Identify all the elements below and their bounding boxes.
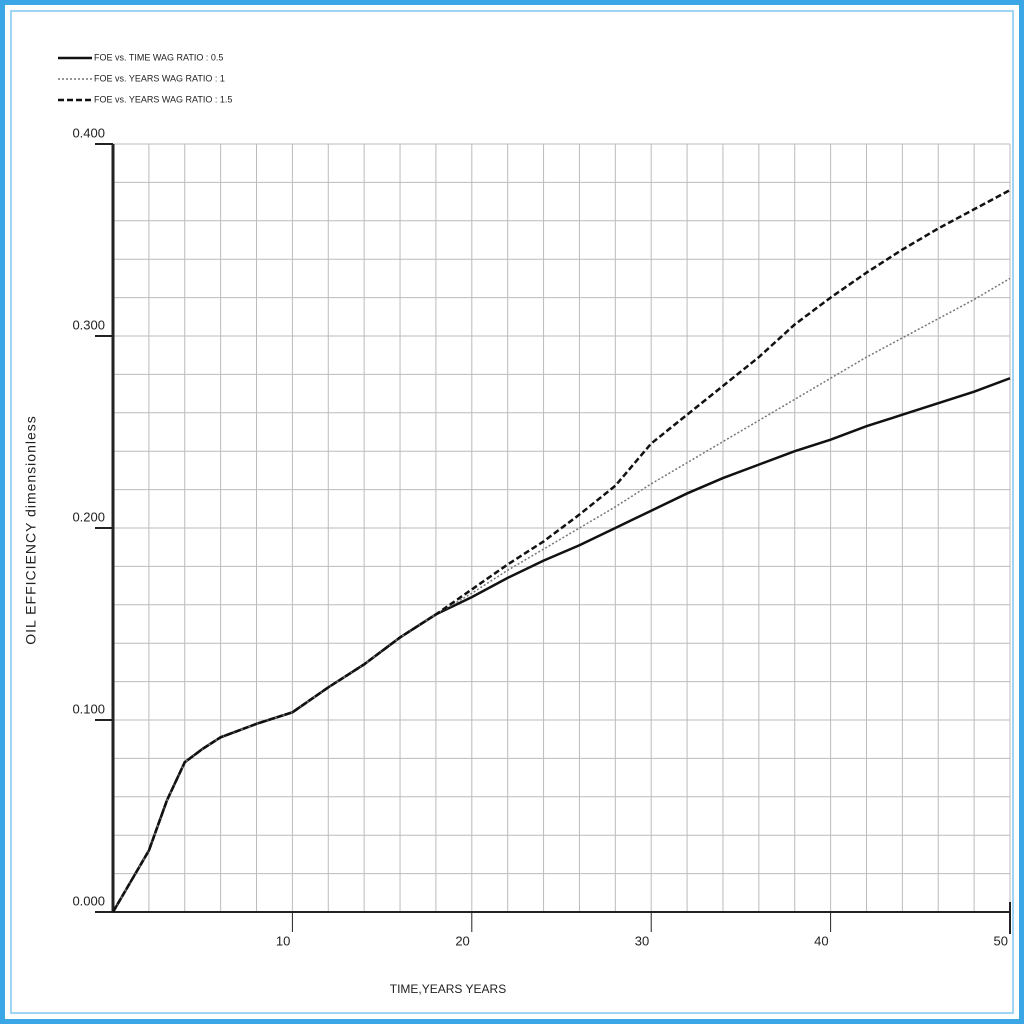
legend-label: FOE vs. YEARS WAG RATIO : 1.5 [94,94,232,104]
series-line [111,188,1011,913]
y-tick-label: 0.400 [72,125,105,140]
y-tick-label: 0.300 [72,317,105,332]
legend-label: FOE vs. YEARS WAG RATIO : 1 [94,73,225,83]
x-tick-label: 10 [276,933,290,948]
y-tick-label: 0.000 [72,893,105,908]
x-axis-label: TIME,YEARS YEARS [390,982,506,996]
series-line [111,377,1011,913]
inner-frame [10,10,1014,1014]
x-tick-label: 50 [994,933,1008,948]
legend-label: FOE vs. TIME WAG RATIO : 0.5 [94,52,223,62]
x-tick-label: 20 [455,933,469,948]
x-tick-label: 40 [814,933,828,948]
y-axis-label: OIL EFFICIENCY dimensionless [23,415,39,645]
y-tick-label: 0.100 [72,701,105,716]
y-tick-label: 0.200 [72,509,105,524]
x-tick-label: 30 [635,933,649,948]
series-line [112,277,1011,913]
